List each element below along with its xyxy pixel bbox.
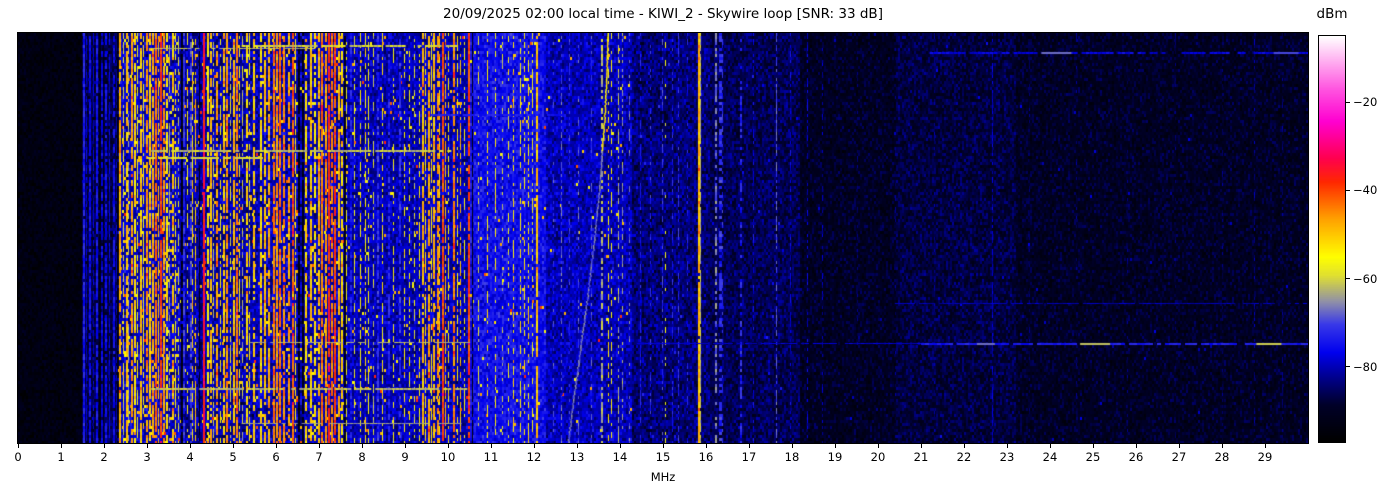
x-tick-label: 11 [483,450,499,464]
colorbar [1318,35,1346,443]
x-tick-label: 14 [612,450,628,464]
waterfall-canvas [18,33,1308,443]
x-tick [448,444,449,448]
x-tick [921,444,922,448]
colorbar-tick [1346,366,1350,368]
colorbar-tick-label: −20 [1353,95,1378,110]
x-tick-label: 13 [569,450,585,464]
x-tick-label: 10 [440,450,456,464]
x-tick-label: 15 [655,450,671,464]
x-tick [534,444,535,448]
x-tick [835,444,836,448]
x-tick-label: 16 [698,450,714,464]
x-tick [620,444,621,448]
x-tick-label: 28 [1214,450,1230,464]
x-tick [233,444,234,448]
x-tick-label: 7 [315,450,323,464]
x-tick [362,444,363,448]
x-tick-label: 12 [526,450,542,464]
x-tick [190,444,191,448]
x-tick-label: 27 [1171,450,1187,464]
x-tick-label: 21 [913,450,929,464]
x-tick [663,444,664,448]
x-tick-label: 17 [741,450,757,464]
colorbar-tick [1346,278,1350,280]
x-tick-label: 22 [956,450,972,464]
x-tick-label: 3 [143,450,151,464]
x-tick [1265,444,1266,448]
x-tick-label: 29 [1257,450,1273,464]
x-tick [147,444,148,448]
plot-title: 20/09/2025 02:00 local time - KIWI_2 - S… [443,6,883,22]
x-tick-label: 18 [784,450,800,464]
x-tick-label: 2 [100,450,108,464]
x-tick [878,444,879,448]
colorbar-tick-label: −80 [1353,359,1378,374]
x-tick-label: 26 [1128,450,1144,464]
x-axis-label: MHz [650,470,676,484]
x-tick [18,444,19,448]
x-tick-label: 4 [186,450,194,464]
x-tick-label: 1 [57,450,65,464]
x-tick [104,444,105,448]
colorbar-tick [1346,189,1350,191]
x-tick-label: 19 [827,450,843,464]
x-tick-label: 9 [401,450,409,464]
x-tick [1222,444,1223,448]
x-tick [577,444,578,448]
x-tick-label: 0 [14,450,22,464]
x-tick [1007,444,1008,448]
x-tick-label: 5 [229,450,237,464]
x-tick [792,444,793,448]
x-tick [276,444,277,448]
x-tick [1136,444,1137,448]
x-tick-label: 24 [1042,450,1058,464]
colorbar-tick-label: −60 [1353,271,1378,286]
x-tick [1050,444,1051,448]
x-tick [749,444,750,448]
x-tick-label: 20 [870,450,886,464]
colorbar-tick-label: −40 [1353,183,1378,198]
x-tick [1179,444,1180,448]
x-tick [1093,444,1094,448]
x-axis: 0 1 2 3 4 5 6 7 8 9 10 11 12 13 14 15 16 17 18 19 20 21 22 23 24… [14,444,1308,474]
waterfall-plot-area [17,32,1309,444]
colorbar-tick [1346,101,1350,103]
x-tick-label: 8 [358,450,366,464]
colorbar-canvas [1319,36,1345,442]
x-tick [964,444,965,448]
x-tick-label: 25 [1085,450,1101,464]
x-tick [491,444,492,448]
x-tick [61,444,62,448]
x-tick [319,444,320,448]
x-tick [706,444,707,448]
colorbar-label: dBm [1316,6,1348,22]
x-tick [405,444,406,448]
x-tick-label: 6 [272,450,280,464]
x-tick-label: 23 [999,450,1015,464]
